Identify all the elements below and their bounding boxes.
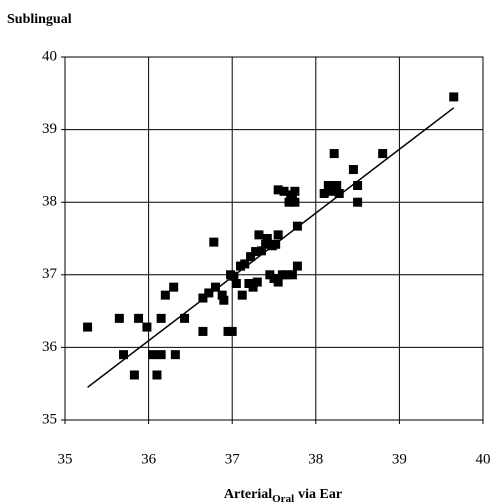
x-tick-label: 38 — [308, 451, 323, 467]
y-tick-label: 36 — [42, 339, 58, 355]
y-tick-label: 35 — [42, 411, 57, 427]
x-tick-label: 37 — [225, 451, 241, 467]
point — [353, 197, 363, 207]
point — [332, 181, 342, 191]
point — [290, 197, 300, 207]
y-tick-label: 38 — [42, 194, 57, 210]
point — [329, 149, 339, 159]
point — [319, 188, 329, 198]
point — [227, 326, 237, 336]
x-tick-label: 40 — [476, 451, 491, 467]
point — [170, 350, 180, 360]
point — [248, 282, 258, 292]
point — [237, 290, 247, 300]
point — [279, 186, 289, 196]
point — [449, 92, 459, 102]
point — [134, 313, 144, 323]
point — [219, 295, 229, 305]
point — [180, 313, 190, 323]
point — [160, 290, 170, 300]
point — [231, 279, 241, 289]
point — [254, 230, 264, 240]
point — [292, 221, 302, 231]
point — [156, 350, 166, 360]
point — [251, 247, 261, 257]
point — [204, 288, 214, 298]
x-axis-label: ArterialOral via Ear — [224, 487, 342, 504]
x-label-sub: Oral — [272, 493, 294, 504]
x-tick-label: 35 — [58, 451, 73, 467]
point — [169, 282, 179, 292]
point — [262, 234, 272, 243]
point — [198, 326, 208, 336]
point — [119, 350, 129, 360]
chart-title: Sublingual — [7, 12, 72, 27]
point — [328, 186, 338, 196]
point — [246, 252, 256, 262]
point — [323, 181, 333, 191]
point — [290, 186, 300, 196]
point — [348, 165, 358, 175]
point — [252, 277, 262, 287]
point — [282, 270, 292, 280]
trendline — [87, 107, 455, 388]
y-tick-label: 37 — [42, 266, 58, 282]
x-tick-label: 39 — [392, 451, 407, 467]
point — [198, 293, 208, 303]
x-label-main: Arterial — [224, 487, 272, 502]
y-tick-label: 39 — [42, 121, 57, 137]
point — [148, 350, 158, 360]
point — [273, 277, 283, 287]
point — [240, 259, 250, 269]
point — [210, 282, 220, 292]
point — [287, 270, 297, 280]
point — [217, 290, 227, 300]
point — [114, 313, 124, 323]
point — [152, 370, 162, 380]
point — [261, 239, 271, 249]
x-tick-label: 36 — [141, 451, 157, 467]
point — [273, 185, 283, 195]
point — [256, 246, 266, 256]
point — [129, 370, 139, 380]
point — [353, 181, 363, 191]
point — [292, 261, 302, 271]
point — [378, 149, 388, 159]
point — [156, 313, 166, 323]
point — [273, 230, 283, 240]
x-label-tail: via Ear — [298, 487, 342, 502]
y-tick-label: 40 — [42, 48, 57, 64]
point — [209, 237, 219, 247]
point — [83, 322, 93, 332]
point — [334, 188, 344, 198]
point — [142, 322, 152, 332]
